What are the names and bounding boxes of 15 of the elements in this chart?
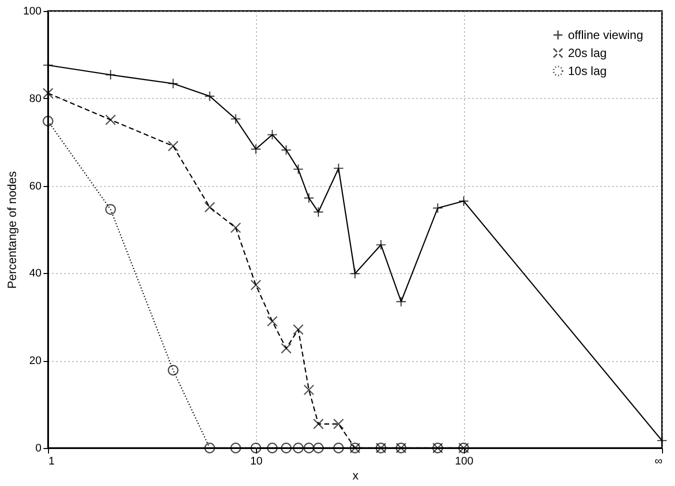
y-tick-label: 100 xyxy=(23,6,42,18)
y-tick-label: 20 xyxy=(29,355,42,368)
x-tick-label: 100 xyxy=(454,456,474,468)
x-tick-label: 1 xyxy=(48,456,55,468)
y-tick-label: 60 xyxy=(29,180,42,192)
x-axis-title: x xyxy=(352,468,358,482)
legend-label: 20s lag xyxy=(568,46,607,60)
x-tick-label: ∞ xyxy=(654,456,663,468)
legend-label: 10s lag xyxy=(568,64,607,78)
y-tick-label: 40 xyxy=(29,268,42,280)
y-tick-label: 0 xyxy=(35,442,42,454)
legend-label: offline viewing xyxy=(568,28,644,42)
y-tick-label: 80 xyxy=(29,92,42,105)
x-tick-label: 10 xyxy=(250,456,262,468)
y-axis-title: Percentange of nodes xyxy=(5,171,20,289)
